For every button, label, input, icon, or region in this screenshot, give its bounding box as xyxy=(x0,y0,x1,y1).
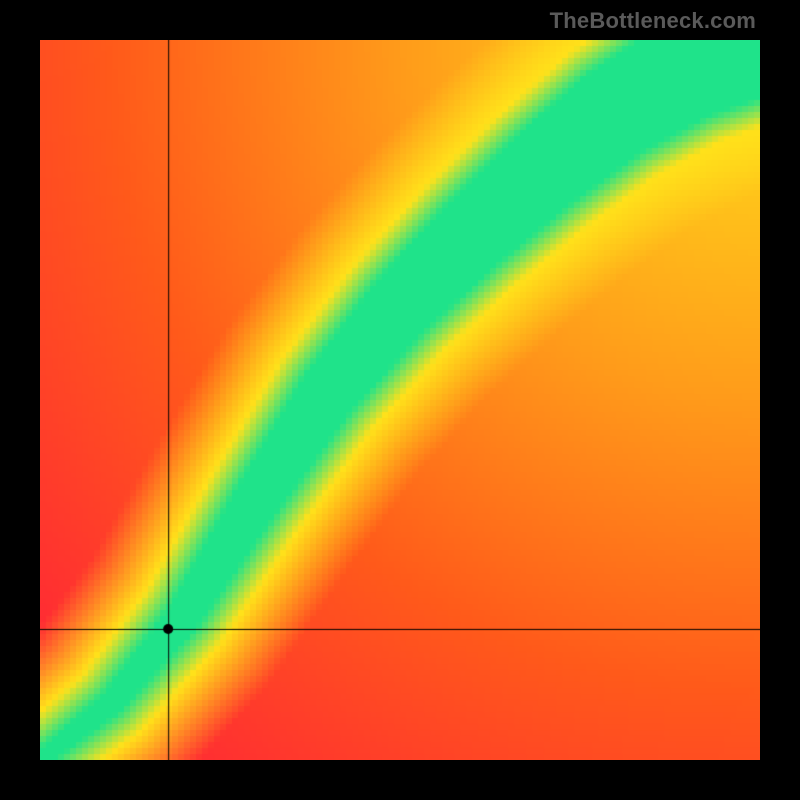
bottleneck-heatmap xyxy=(40,40,760,760)
watermark-text: TheBottleneck.com xyxy=(550,8,756,34)
